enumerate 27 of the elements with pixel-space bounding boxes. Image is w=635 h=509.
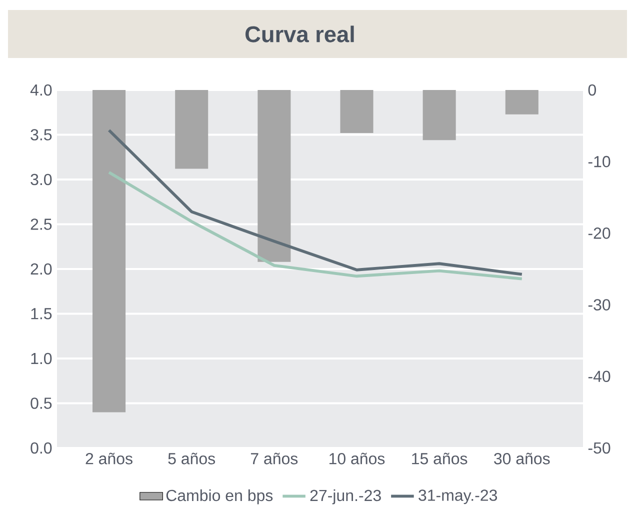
y-tick-label: 4.0 bbox=[30, 84, 52, 96]
legend-label: 27-jun.-23 bbox=[310, 489, 381, 504]
x-tick-label: 2 años bbox=[86, 452, 132, 464]
y2-tick-label: 0 bbox=[588, 84, 596, 96]
y2-tick-label: -40 bbox=[588, 370, 610, 382]
y-tick-label: 3.5 bbox=[30, 129, 52, 140]
legend-label: 31-may.-23 bbox=[418, 490, 497, 504]
line-series bbox=[108, 128, 524, 276]
y-tick-label: 0.5 bbox=[30, 398, 52, 409]
y2-tick-label: -10 bbox=[588, 156, 610, 168]
line-series bbox=[108, 170, 524, 280]
y-tick-label: 1.5 bbox=[31, 308, 52, 320]
x-tick-label: 15 años bbox=[412, 452, 468, 464]
x-tick-label: 10 años bbox=[329, 452, 385, 464]
y-tick-label: 3.0 bbox=[30, 174, 52, 186]
y2-tick-label: -50 bbox=[588, 442, 610, 454]
x-tick-label: 30 años bbox=[494, 452, 550, 464]
x-tick-label: 5 años bbox=[168, 452, 216, 464]
chart-title: Curva real bbox=[245, 26, 354, 42]
y-tick-label: 0.0 bbox=[30, 442, 52, 454]
y2-tick-label: -20 bbox=[588, 228, 610, 239]
y2-tick-label: -30 bbox=[588, 299, 610, 310]
y-tick-label: 1.0 bbox=[31, 352, 52, 364]
x-tick-label: 7 años bbox=[250, 452, 298, 464]
legend-label: Cambio en bps bbox=[166, 489, 273, 504]
y-tick-label: 2.5 bbox=[30, 218, 52, 230]
y-tick-label: 2.0 bbox=[30, 263, 52, 275]
